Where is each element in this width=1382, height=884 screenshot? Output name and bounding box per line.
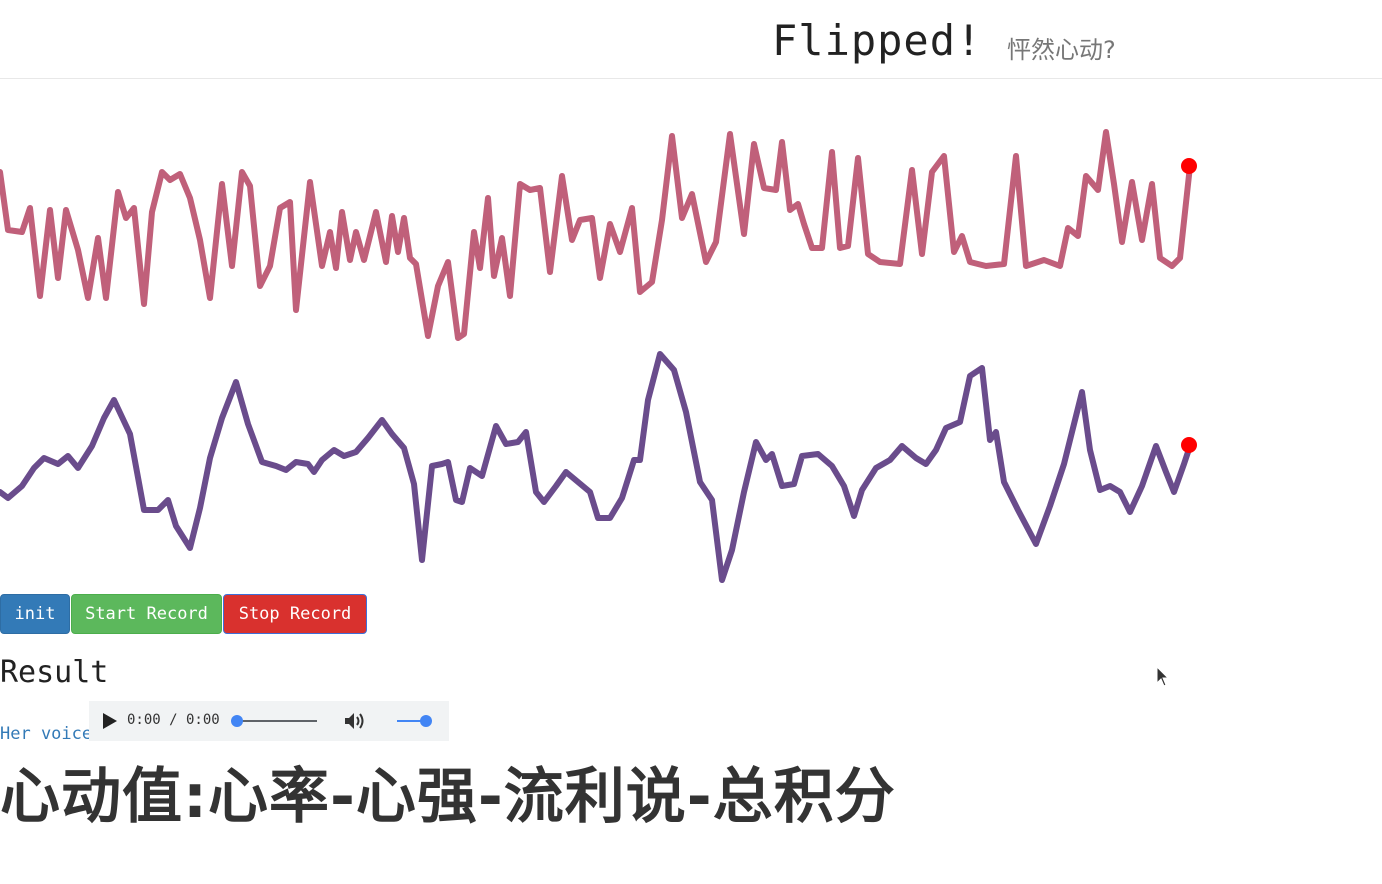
result-heading: Result bbox=[0, 655, 109, 690]
volume-track bbox=[397, 720, 431, 722]
player-time: 0:00 / 0:00 bbox=[127, 712, 220, 728]
init-button[interactable]: init bbox=[0, 594, 70, 634]
seek-track bbox=[237, 720, 317, 722]
seek-thumb[interactable] bbox=[231, 715, 243, 727]
play-icon[interactable] bbox=[103, 713, 117, 729]
voice-wave bbox=[0, 351, 1193, 583]
heart-rate-wave bbox=[0, 129, 1193, 341]
page-title: Flipped! bbox=[772, 16, 983, 65]
audio-player: 0:00 / 0:00 bbox=[89, 701, 449, 741]
page-subtitle: 怦然心动? bbox=[1007, 36, 1116, 64]
mouse-cursor-icon bbox=[1156, 666, 1170, 687]
voice-marker bbox=[1181, 437, 1197, 453]
her-voice-link[interactable]: Her voice bbox=[0, 724, 93, 744]
heart-rate-marker bbox=[1181, 158, 1197, 174]
volume-icon[interactable] bbox=[343, 711, 367, 731]
control-buttons: init Start Record Stop Record bbox=[0, 594, 367, 634]
volume-slider[interactable] bbox=[397, 713, 432, 729]
score-heading: 心动值:心率-心强-流利说-总积分 bbox=[0, 762, 896, 832]
stop-record-button[interactable]: Stop Record bbox=[223, 594, 367, 634]
start-record-button[interactable]: Start Record bbox=[71, 594, 222, 634]
volume-thumb[interactable] bbox=[420, 715, 432, 727]
page-header: Flipped! 怦然心动? bbox=[0, 0, 1382, 79]
waveform-display bbox=[0, 129, 1197, 583]
seek-slider[interactable] bbox=[231, 713, 317, 729]
